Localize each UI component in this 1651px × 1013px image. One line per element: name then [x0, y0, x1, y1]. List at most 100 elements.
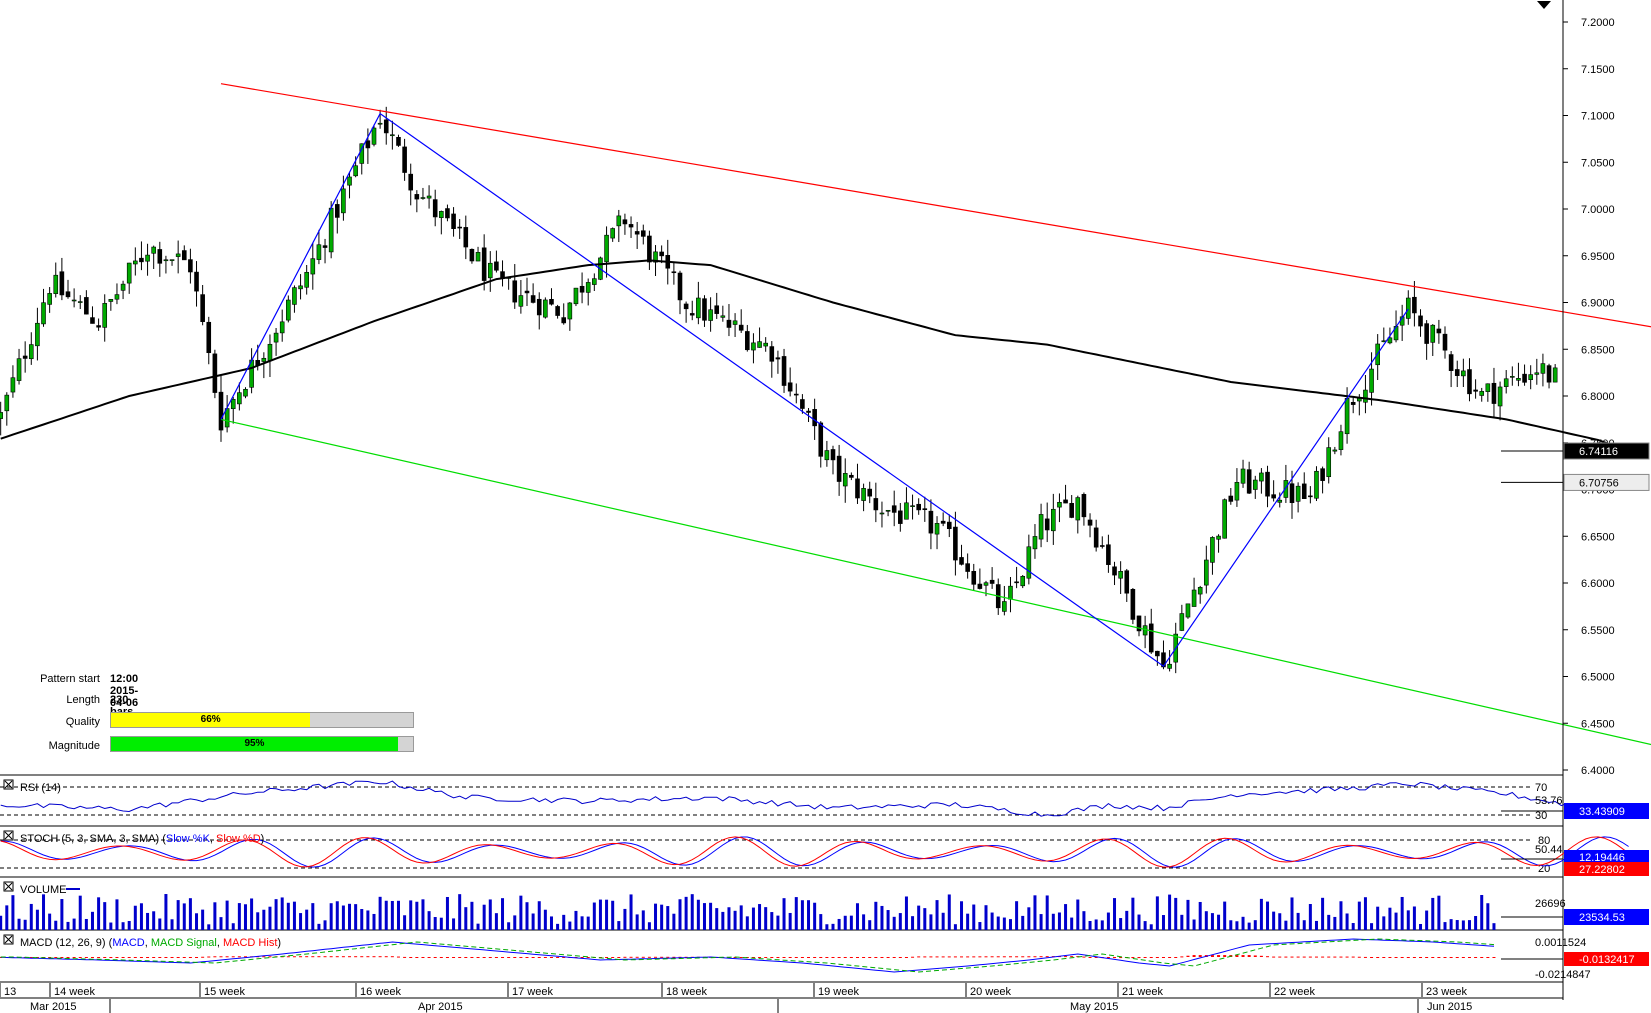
- candle: [1295, 482, 1301, 513]
- candle-body: [1112, 566, 1117, 576]
- macd-hist-bar: [1425, 957, 1429, 958]
- volume-bar: [29, 903, 33, 930]
- candle-body: [775, 357, 781, 360]
- candle-body: [322, 245, 328, 248]
- macd-hist-bar: [1333, 956, 1337, 958]
- candle-body: [206, 321, 212, 354]
- candle-body: [1363, 389, 1368, 403]
- price-tick-label: 6.5000: [1581, 672, 1615, 684]
- volume-bar: [886, 910, 890, 930]
- candle-body: [1448, 354, 1454, 371]
- candle: [1210, 536, 1215, 575]
- macd-hist-bar: [237, 956, 241, 958]
- candle-body: [237, 392, 242, 405]
- candle-body: [1240, 468, 1246, 484]
- collapse-icon[interactable]: [1537, 1, 1551, 9]
- candle: [1234, 468, 1240, 507]
- macd-hist-bar: [1002, 956, 1006, 958]
- candle-body: [1442, 333, 1448, 351]
- volume-bar: [574, 910, 578, 930]
- week-label: 17 week: [512, 986, 553, 998]
- macd-hist-bar: [139, 957, 143, 958]
- volume-bar: [1186, 899, 1190, 930]
- macd-hist-bar: [311, 956, 315, 958]
- candle-body: [977, 583, 983, 589]
- candle: [1546, 363, 1552, 389]
- candle: [524, 277, 530, 306]
- volume-bar: [770, 912, 774, 930]
- candle-body: [922, 508, 928, 511]
- candle-body: [1020, 575, 1026, 587]
- macd-hist-bar: [953, 956, 957, 958]
- stoch-toggle-icon[interactable]: [3, 830, 14, 841]
- candle-body: [1234, 481, 1240, 501]
- macd-hist-bar: [1449, 957, 1453, 958]
- candle-body: [4, 394, 10, 412]
- candle-body: [787, 382, 793, 392]
- candle: [1326, 437, 1332, 484]
- volume-bar: [1253, 920, 1257, 930]
- volume-bar: [1467, 920, 1471, 930]
- macd-hist-bar: [911, 956, 915, 958]
- candle: [849, 472, 854, 481]
- candle: [1246, 461, 1252, 495]
- candle-body: [96, 325, 101, 328]
- macd-hist-bar: [813, 957, 817, 958]
- volume-bar: [1327, 914, 1331, 930]
- volume-bar: [1259, 898, 1263, 930]
- macd-hist-bar: [1443, 957, 1447, 958]
- macd-hist-bar: [654, 956, 658, 958]
- macd-hist-bar: [886, 957, 890, 958]
- candle: [0, 401, 3, 436]
- candle-body: [1216, 535, 1221, 540]
- candle-body: [1008, 585, 1013, 600]
- macd-hist-bar: [384, 956, 388, 958]
- candle-body: [47, 293, 52, 305]
- macd-hist-bar: [54, 957, 58, 958]
- macd-hist-bar: [1370, 957, 1374, 958]
- candle-body: [439, 211, 444, 218]
- candle: [200, 284, 205, 326]
- candle-body: [891, 505, 897, 513]
- volume-bar: [1008, 919, 1012, 930]
- candle-body: [904, 502, 909, 520]
- candle-body: [41, 302, 46, 325]
- candle: [934, 516, 940, 550]
- candle-body: [610, 228, 615, 239]
- volume-bar: [231, 923, 235, 930]
- candle-body: [873, 498, 879, 511]
- candle-body: [573, 287, 579, 305]
- candle-body: [512, 280, 518, 303]
- stoch-k-name: Slow %K: [166, 833, 211, 845]
- volume-toggle-icon[interactable]: [3, 881, 14, 892]
- macd-hist-bar: [776, 957, 780, 958]
- macd-hist-bar: [1461, 957, 1465, 958]
- candle-body: [855, 478, 860, 499]
- candle: [953, 511, 958, 576]
- candle-body: [708, 309, 713, 321]
- candle: [218, 375, 224, 442]
- stoch-k-value: 12.19446: [1579, 852, 1625, 864]
- macd-hist-bar: [66, 957, 70, 958]
- candle: [396, 134, 401, 147]
- candle: [261, 352, 267, 379]
- volume-bar: [372, 913, 376, 930]
- macd-toggle-icon[interactable]: [3, 934, 14, 945]
- volume-bar: [868, 920, 872, 930]
- price-axis: 7.2000 7.1500 7.1000 7.0500 7.0000 6.9500 6.90…: [1501, 0, 1650, 1000]
- macd-hist-bar: [1082, 956, 1086, 958]
- candle: [946, 514, 952, 538]
- candle-body: [1350, 402, 1356, 405]
- candle: [965, 553, 970, 579]
- candle: [475, 246, 481, 262]
- macd-hist-bar: [898, 957, 902, 958]
- volume-bar: [97, 897, 101, 930]
- macd-hist-bar: [1137, 957, 1141, 959]
- rsi-toggle-icon[interactable]: [3, 779, 14, 790]
- volume-bar: [1370, 923, 1374, 930]
- macd-hist-bar: [978, 956, 982, 958]
- macd-hist-bar: [868, 957, 872, 958]
- volume-bar: [788, 912, 792, 930]
- candle: [71, 288, 77, 308]
- macd-hist-bar: [268, 956, 272, 958]
